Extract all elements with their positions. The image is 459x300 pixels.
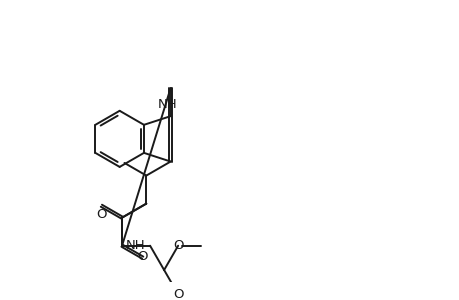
Text: O: O — [96, 208, 106, 220]
Text: O: O — [173, 239, 183, 252]
Text: O: O — [137, 250, 148, 263]
Text: NH: NH — [158, 98, 177, 110]
Text: O: O — [173, 288, 183, 300]
Text: NH: NH — [125, 239, 145, 252]
